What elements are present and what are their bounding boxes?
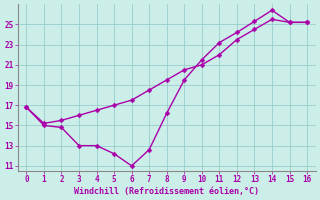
X-axis label: Windchill (Refroidissement éolien,°C): Windchill (Refroidissement éolien,°C)	[74, 187, 259, 196]
